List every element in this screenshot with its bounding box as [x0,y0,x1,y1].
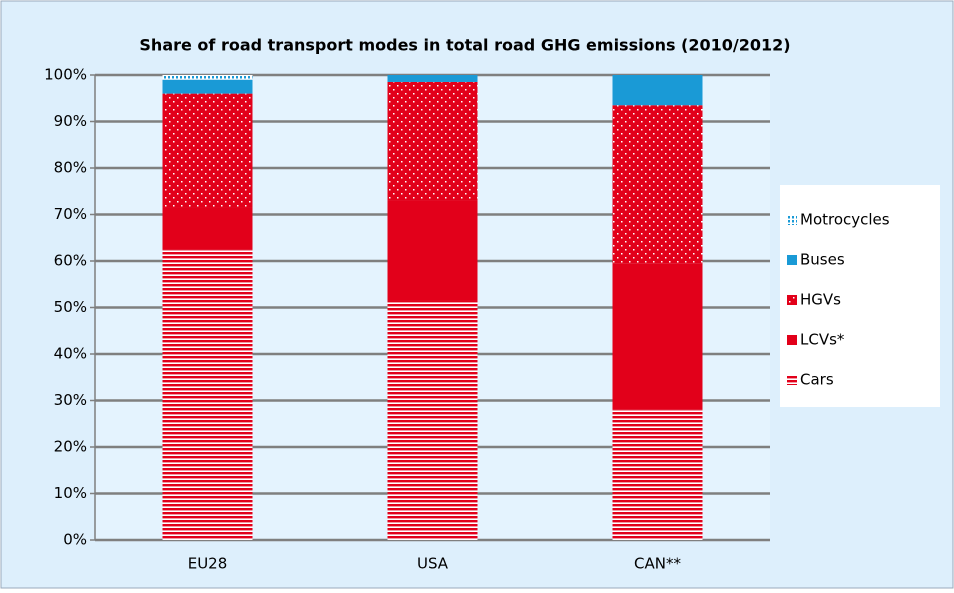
y-tick-label: 40% [54,345,87,363]
bar-segment [162,75,253,80]
x-tick-label: USA [417,555,449,573]
chart-title: Share of road transport modes in total r… [139,36,790,55]
legend-swatch [787,255,797,265]
bar-segment [162,207,253,250]
bar-segment [162,79,253,94]
legend-swatch [787,215,797,225]
legend-swatch [787,335,797,345]
legend-label: LCVs* [800,331,845,349]
legend-label: Buses [800,251,845,269]
y-tick-label: 100% [44,66,87,84]
bar-segment [612,105,703,264]
y-tick-label: 70% [54,205,87,223]
legend-label: HGVs [800,291,841,309]
y-tick-label: 90% [54,112,87,130]
y-tick-label: 80% [54,159,87,177]
bar-segment [387,300,478,540]
y-tick-label: 30% [54,391,87,409]
x-tick-label: EU28 [188,555,228,573]
x-tick-label: CAN** [634,555,681,573]
y-tick-label: 50% [54,298,87,316]
bar-segment [612,75,703,106]
bar-segment [162,249,253,540]
bar-segment [612,263,703,410]
y-tick-label: 0% [63,531,87,549]
y-tick-label: 20% [54,438,87,456]
y-tick-label: 10% [54,484,87,502]
bar-segment [387,200,478,301]
legend-label: Cars [800,371,834,389]
legend-box [780,185,940,407]
bar-segment [162,93,253,208]
bar-segment [387,81,478,201]
bar-segment [387,75,478,82]
legend-swatch [787,375,797,385]
legend-swatch [787,295,797,305]
bar-segment [612,409,703,540]
y-tick-label: 60% [54,252,87,270]
legend-label: Motrocycles [800,211,890,229]
